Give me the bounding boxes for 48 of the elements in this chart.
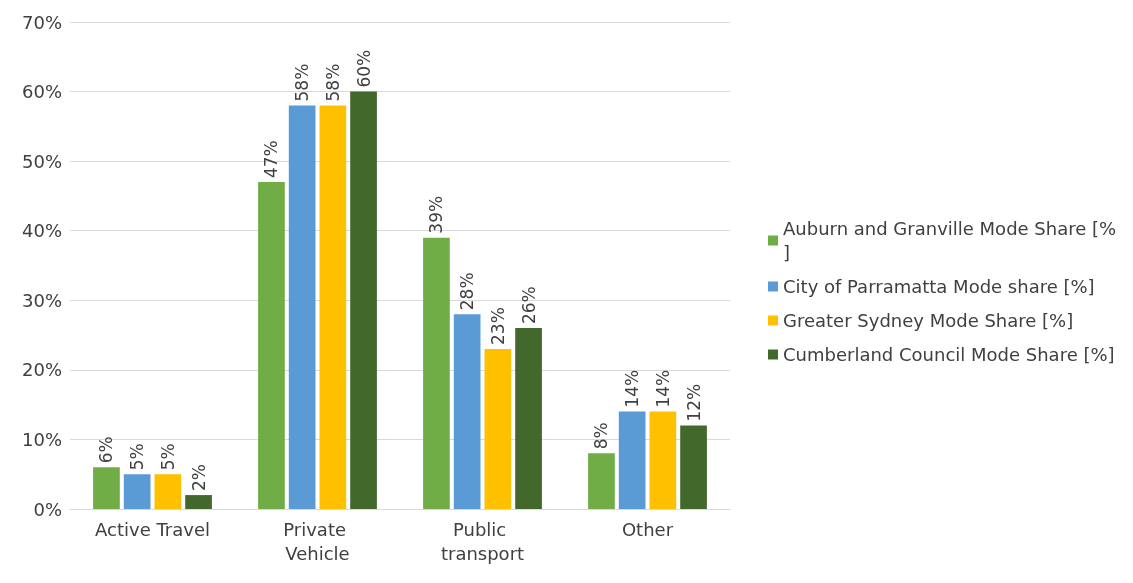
data-label: 14% <box>652 369 673 408</box>
data-label: 5% <box>157 443 178 471</box>
data-label: 47% <box>261 140 282 179</box>
bar <box>649 411 677 509</box>
x-tick-label: Active Travel <box>95 518 210 540</box>
bar <box>484 348 512 509</box>
legend-label: Cumberland Council Mode Share [%] <box>783 344 1115 365</box>
bar <box>588 453 615 509</box>
data-label: 28% <box>457 272 478 311</box>
legend-label: City of Parramatta Mode share [%] <box>783 276 1095 297</box>
data-label: 6% <box>96 436 117 464</box>
data-label: 8% <box>591 422 612 450</box>
bar <box>319 105 347 509</box>
y-tick-label: 60% <box>21 81 62 103</box>
data-label: 14% <box>622 369 643 408</box>
bar <box>350 91 377 509</box>
bar <box>258 182 285 509</box>
y-tick-label: 50% <box>21 150 62 172</box>
bar <box>423 237 450 509</box>
bar <box>515 328 542 509</box>
bar <box>154 474 182 509</box>
data-label: 2% <box>188 464 209 492</box>
bar <box>453 314 481 509</box>
bar <box>93 467 120 509</box>
data-label: 39% <box>426 195 447 234</box>
x-tick-label: Private Vehicle <box>283 518 352 564</box>
legend-label: Greater Sydney Mode Share [%] <box>783 310 1074 331</box>
data-label: 5% <box>127 443 148 471</box>
legend-label: Auburn and Granville Mode Share [%] <box>783 218 1117 263</box>
y-tick-label: 0% <box>33 498 62 520</box>
data-label: 58% <box>292 63 313 102</box>
y-tick-label: 40% <box>21 220 62 242</box>
bar <box>618 411 646 509</box>
x-tick-label: Public transport <box>440 518 525 564</box>
bar <box>680 425 707 509</box>
data-label: 12% <box>683 383 704 422</box>
bar <box>123 474 151 509</box>
y-tick-label: 30% <box>21 289 62 311</box>
x-tick-label: Other <box>621 518 674 540</box>
bar <box>288 105 316 509</box>
y-tick-label: 10% <box>21 428 62 450</box>
y-tick-label: 70% <box>21 11 62 33</box>
data-label: 26% <box>518 286 539 325</box>
data-label: 23% <box>487 307 508 345</box>
data-label: 60% <box>353 49 374 88</box>
bar <box>185 495 212 509</box>
data-label: 58% <box>322 63 343 102</box>
y-tick-label: 20% <box>21 359 62 381</box>
